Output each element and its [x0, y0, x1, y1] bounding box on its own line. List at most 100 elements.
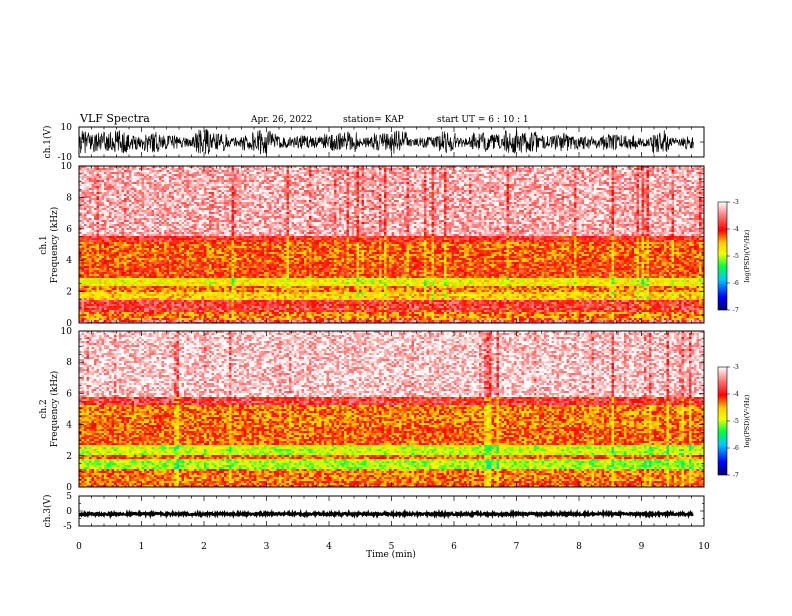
spectrogram-cell — [112, 186, 115, 188]
spectrogram-cell — [197, 274, 200, 276]
spectrogram-cell — [207, 192, 210, 194]
spectrogram-cell — [224, 224, 227, 226]
spectrogram-cell — [147, 230, 150, 232]
spectrogram-cell — [217, 232, 220, 234]
spectrogram-cell — [219, 254, 222, 256]
spectrogram-cell — [189, 226, 192, 228]
spectrogram-cell — [224, 292, 227, 294]
spectrogram-cell — [112, 214, 115, 216]
spectrogram-cell — [197, 270, 200, 272]
spectrogram-cell — [94, 220, 97, 222]
spectrogram-cell — [199, 288, 202, 290]
spectrogram-cell — [222, 292, 225, 294]
spectrogram-cell — [147, 276, 150, 278]
spectrogram-cell — [127, 224, 130, 226]
spectrogram-cell — [109, 180, 112, 182]
spectrogram-cell — [104, 260, 107, 262]
spectrogram-cell — [102, 176, 105, 178]
spectrogram-cell — [184, 170, 187, 172]
spectrogram-cell — [112, 188, 115, 190]
spectrogram-cell — [132, 312, 135, 314]
spectrogram-cell — [179, 316, 182, 318]
spectrogram-cell — [149, 320, 152, 322]
spectrogram-cell — [224, 258, 227, 260]
spectrogram-cell — [164, 304, 167, 306]
spectrogram-cell — [104, 224, 107, 226]
spectrogram-cell — [119, 268, 122, 270]
spectrogram-cell — [154, 320, 157, 322]
spectrogram-cell — [199, 246, 202, 248]
spectrogram-cell — [129, 190, 132, 192]
spectrogram-cell — [154, 242, 157, 244]
spectrogram-cell — [152, 266, 155, 268]
spectrogram-cell — [144, 300, 147, 302]
spectrogram-cell — [117, 186, 120, 188]
spectrogram-cell — [179, 306, 182, 308]
spectrogram-cell — [104, 280, 107, 282]
spectrogram-cell — [189, 268, 192, 270]
spectrogram-cell — [192, 186, 195, 188]
spectrogram-cell — [92, 170, 95, 172]
spectrogram-cell — [167, 316, 170, 318]
spectrogram-cell — [134, 246, 137, 248]
spectrogram-cell — [127, 196, 130, 198]
spectrogram-cell — [179, 296, 182, 298]
spectrogram-cell — [82, 308, 85, 310]
spectrogram-cell — [97, 260, 100, 262]
spectrogram-cell — [129, 202, 132, 204]
spectrogram-cell — [172, 268, 175, 270]
spectrogram-cell — [109, 320, 112, 322]
spectrogram-cell — [149, 184, 152, 186]
spectrogram-cell — [137, 270, 140, 272]
spectrogram-cell — [164, 288, 167, 290]
spectrogram-cell — [189, 310, 192, 312]
spectrogram-cell — [194, 310, 197, 312]
spectrogram-cell — [142, 270, 145, 272]
spectrogram-cell — [169, 262, 172, 264]
spectrogram-cell — [139, 314, 142, 316]
spectrogram-cell — [154, 280, 157, 282]
spectrogram-cell — [157, 304, 160, 306]
spectrogram-cell — [139, 306, 142, 308]
spectrogram-cell — [112, 318, 115, 320]
spectrogram-cell — [87, 214, 90, 216]
spectrogram-cell — [107, 282, 110, 284]
spectrogram-cell — [134, 308, 137, 310]
spectrogram-cell — [182, 248, 185, 250]
spectrogram-cell — [117, 256, 120, 258]
spectrogram-cell — [159, 312, 162, 314]
spectrogram-cell — [182, 294, 185, 296]
spectrogram-cell — [227, 170, 230, 172]
spectrogram-cell — [159, 258, 162, 260]
spectrogram-cell — [217, 248, 220, 250]
spectrogram-cell — [99, 248, 102, 250]
spectrogram-cell — [227, 184, 230, 186]
spectrogram-cell — [232, 194, 235, 196]
spectrogram-cell — [212, 254, 215, 256]
spectrogram-cell — [212, 190, 215, 192]
spectrogram-cell — [174, 288, 177, 290]
spectrogram-cell — [184, 316, 187, 318]
spectrogram-cell — [232, 284, 235, 286]
spectrogram-cell — [89, 268, 92, 270]
spectrogram-cell — [82, 176, 85, 178]
spectrogram-cell — [109, 256, 112, 258]
spectrogram-cell — [179, 268, 182, 270]
spectrogram-cell — [162, 280, 165, 282]
spectrogram-cell — [199, 222, 202, 224]
spectrogram-cell — [129, 168, 132, 170]
spectrogram-cell — [127, 246, 130, 248]
spectrogram-cell — [227, 288, 230, 290]
spectrogram-cell — [94, 170, 97, 172]
spectrogram-cell — [217, 280, 220, 282]
spectrogram-cell — [104, 282, 107, 284]
spectrogram-cell — [144, 240, 147, 242]
spectrogram-cell — [222, 178, 225, 180]
spectrogram-cell — [207, 176, 210, 178]
spectrogram-cell — [214, 302, 217, 304]
spectrogram-cell — [142, 298, 145, 300]
spectrogram-cell — [167, 244, 170, 246]
spectrogram-cell — [102, 254, 105, 256]
spectrogram-cell — [117, 276, 120, 278]
spectrogram-cell — [142, 172, 145, 174]
